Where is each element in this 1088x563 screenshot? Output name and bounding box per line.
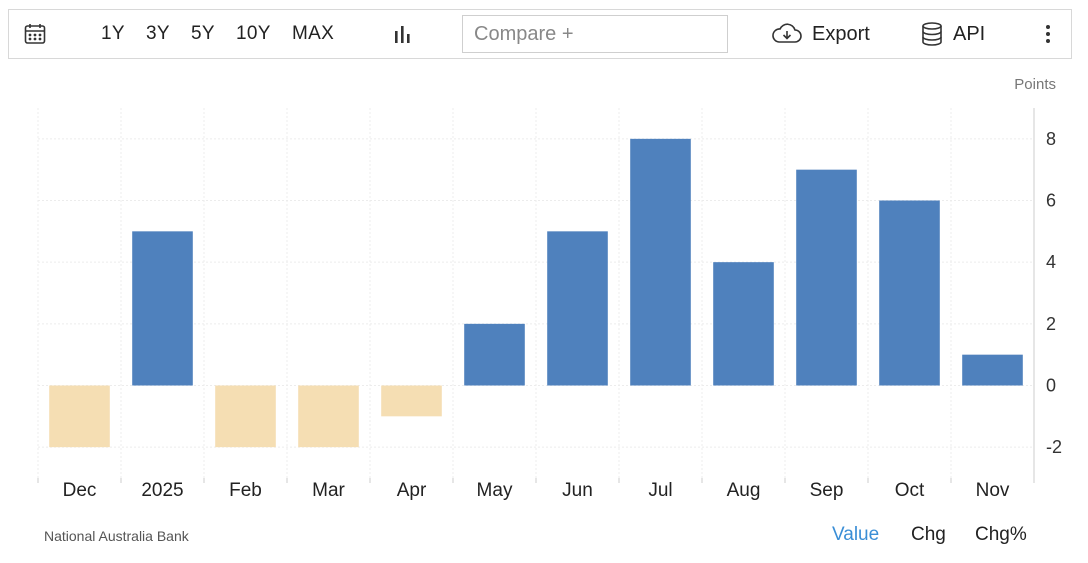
y-tick-label: 0 — [1046, 376, 1056, 396]
y-tick-label: 8 — [1046, 129, 1056, 149]
bar — [962, 354, 1023, 386]
x-tick-label: Dec — [63, 480, 97, 501]
x-tick-label: Mar — [312, 480, 345, 501]
x-tick-label: Apr — [397, 480, 427, 501]
bar — [298, 385, 359, 448]
cloud-download-icon — [772, 23, 802, 43]
x-tick-label: Jul — [648, 480, 672, 501]
chart-area: 8 6 4 2 0 -2 Points Dec 2025 Feb Mar Apr May Jun Jul Au… — [8, 60, 1072, 558]
bar — [713, 262, 774, 386]
more-vertical-icon[interactable] — [1041, 10, 1055, 58]
y-tick-label: 6 — [1046, 191, 1056, 211]
bar — [547, 231, 608, 386]
bar — [132, 231, 193, 386]
bar — [215, 385, 276, 448]
api-button[interactable]: API — [920, 10, 985, 58]
bar — [796, 169, 857, 386]
y-tick-label: 4 — [1046, 252, 1056, 272]
range-10y-button[interactable]: 10Y — [236, 23, 271, 44]
mode-value-button[interactable]: Value — [832, 524, 880, 545]
calendar-icon[interactable] — [21, 10, 49, 58]
bar — [49, 385, 110, 448]
x-tick-label: Aug — [727, 480, 761, 501]
x-tick-label: 2025 — [141, 480, 183, 501]
y-tick-label: -2 — [1046, 437, 1062, 457]
bar — [879, 200, 940, 386]
range-3y-button[interactable]: 3Y — [146, 23, 170, 44]
x-tick-label: Jun — [562, 480, 593, 501]
chart-toolbar: 1Y 3Y 5Y 10Y MAX Compare + Export API — [8, 9, 1072, 59]
export-button[interactable]: Export — [771, 10, 870, 58]
database-icon — [922, 22, 942, 46]
range-1y-button[interactable]: 1Y — [101, 23, 125, 44]
y-tick-label: 2 — [1046, 314, 1056, 334]
bar — [381, 385, 442, 417]
x-tick-label: Feb — [229, 480, 262, 501]
range-max-button[interactable]: MAX — [292, 23, 335, 44]
x-tick-label: Oct — [895, 480, 925, 501]
bar — [630, 138, 691, 386]
mode-chg-button[interactable]: Chg — [911, 524, 946, 545]
range-5y-button[interactable]: 5Y — [191, 23, 215, 44]
y-axis-unit-label: Points — [1014, 76, 1056, 93]
mode-chg-percent-button[interactable]: Chg% — [975, 524, 1027, 545]
bar-chart: 8 6 4 2 0 -2 Points Dec 2025 Feb Mar Apr May Jun Jul Au… — [37, 76, 1062, 501]
bar — [464, 323, 525, 386]
compare-input[interactable]: Compare + — [462, 15, 728, 53]
x-tick-label: May — [477, 480, 513, 501]
source-label: National Australia Bank — [44, 528, 189, 544]
x-tick-label: Nov — [976, 480, 1010, 501]
export-label: Export — [812, 22, 870, 45]
bar-chart-icon[interactable] — [392, 10, 414, 58]
api-label: API — [953, 22, 986, 45]
x-tick-label: Sep — [810, 480, 844, 501]
